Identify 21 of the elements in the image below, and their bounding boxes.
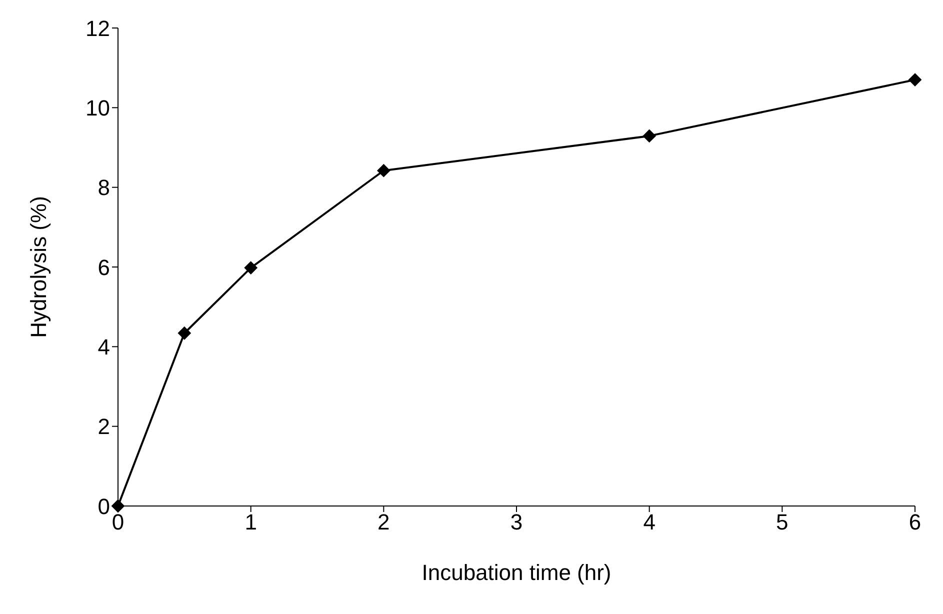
x-tick-label: 1 xyxy=(244,510,257,535)
y-tick-label: 0 xyxy=(98,494,110,519)
point xyxy=(642,129,656,142)
y-tick-label: 10 xyxy=(86,95,110,120)
point xyxy=(178,326,191,340)
y-tick-label: 8 xyxy=(98,175,110,200)
point xyxy=(112,500,124,512)
point xyxy=(244,261,258,274)
x-axis-title: Incubation time (hr) xyxy=(422,560,612,585)
x-tick-label: 3 xyxy=(510,510,523,535)
y-axis-title: Hydrolysis (%) xyxy=(26,196,51,338)
point xyxy=(908,73,922,86)
point xyxy=(377,164,390,178)
y-tick-label: 2 xyxy=(98,414,110,440)
x-tick-label: 4 xyxy=(643,510,656,535)
y-tick-label: 6 xyxy=(98,254,110,280)
x-tick-label: 2 xyxy=(378,510,390,535)
x-tick-label: 6 xyxy=(908,510,922,535)
y-tick-label: 4 xyxy=(98,334,110,360)
x-tick-label: 5 xyxy=(776,510,788,535)
y-tick-label: 12 xyxy=(86,16,110,41)
